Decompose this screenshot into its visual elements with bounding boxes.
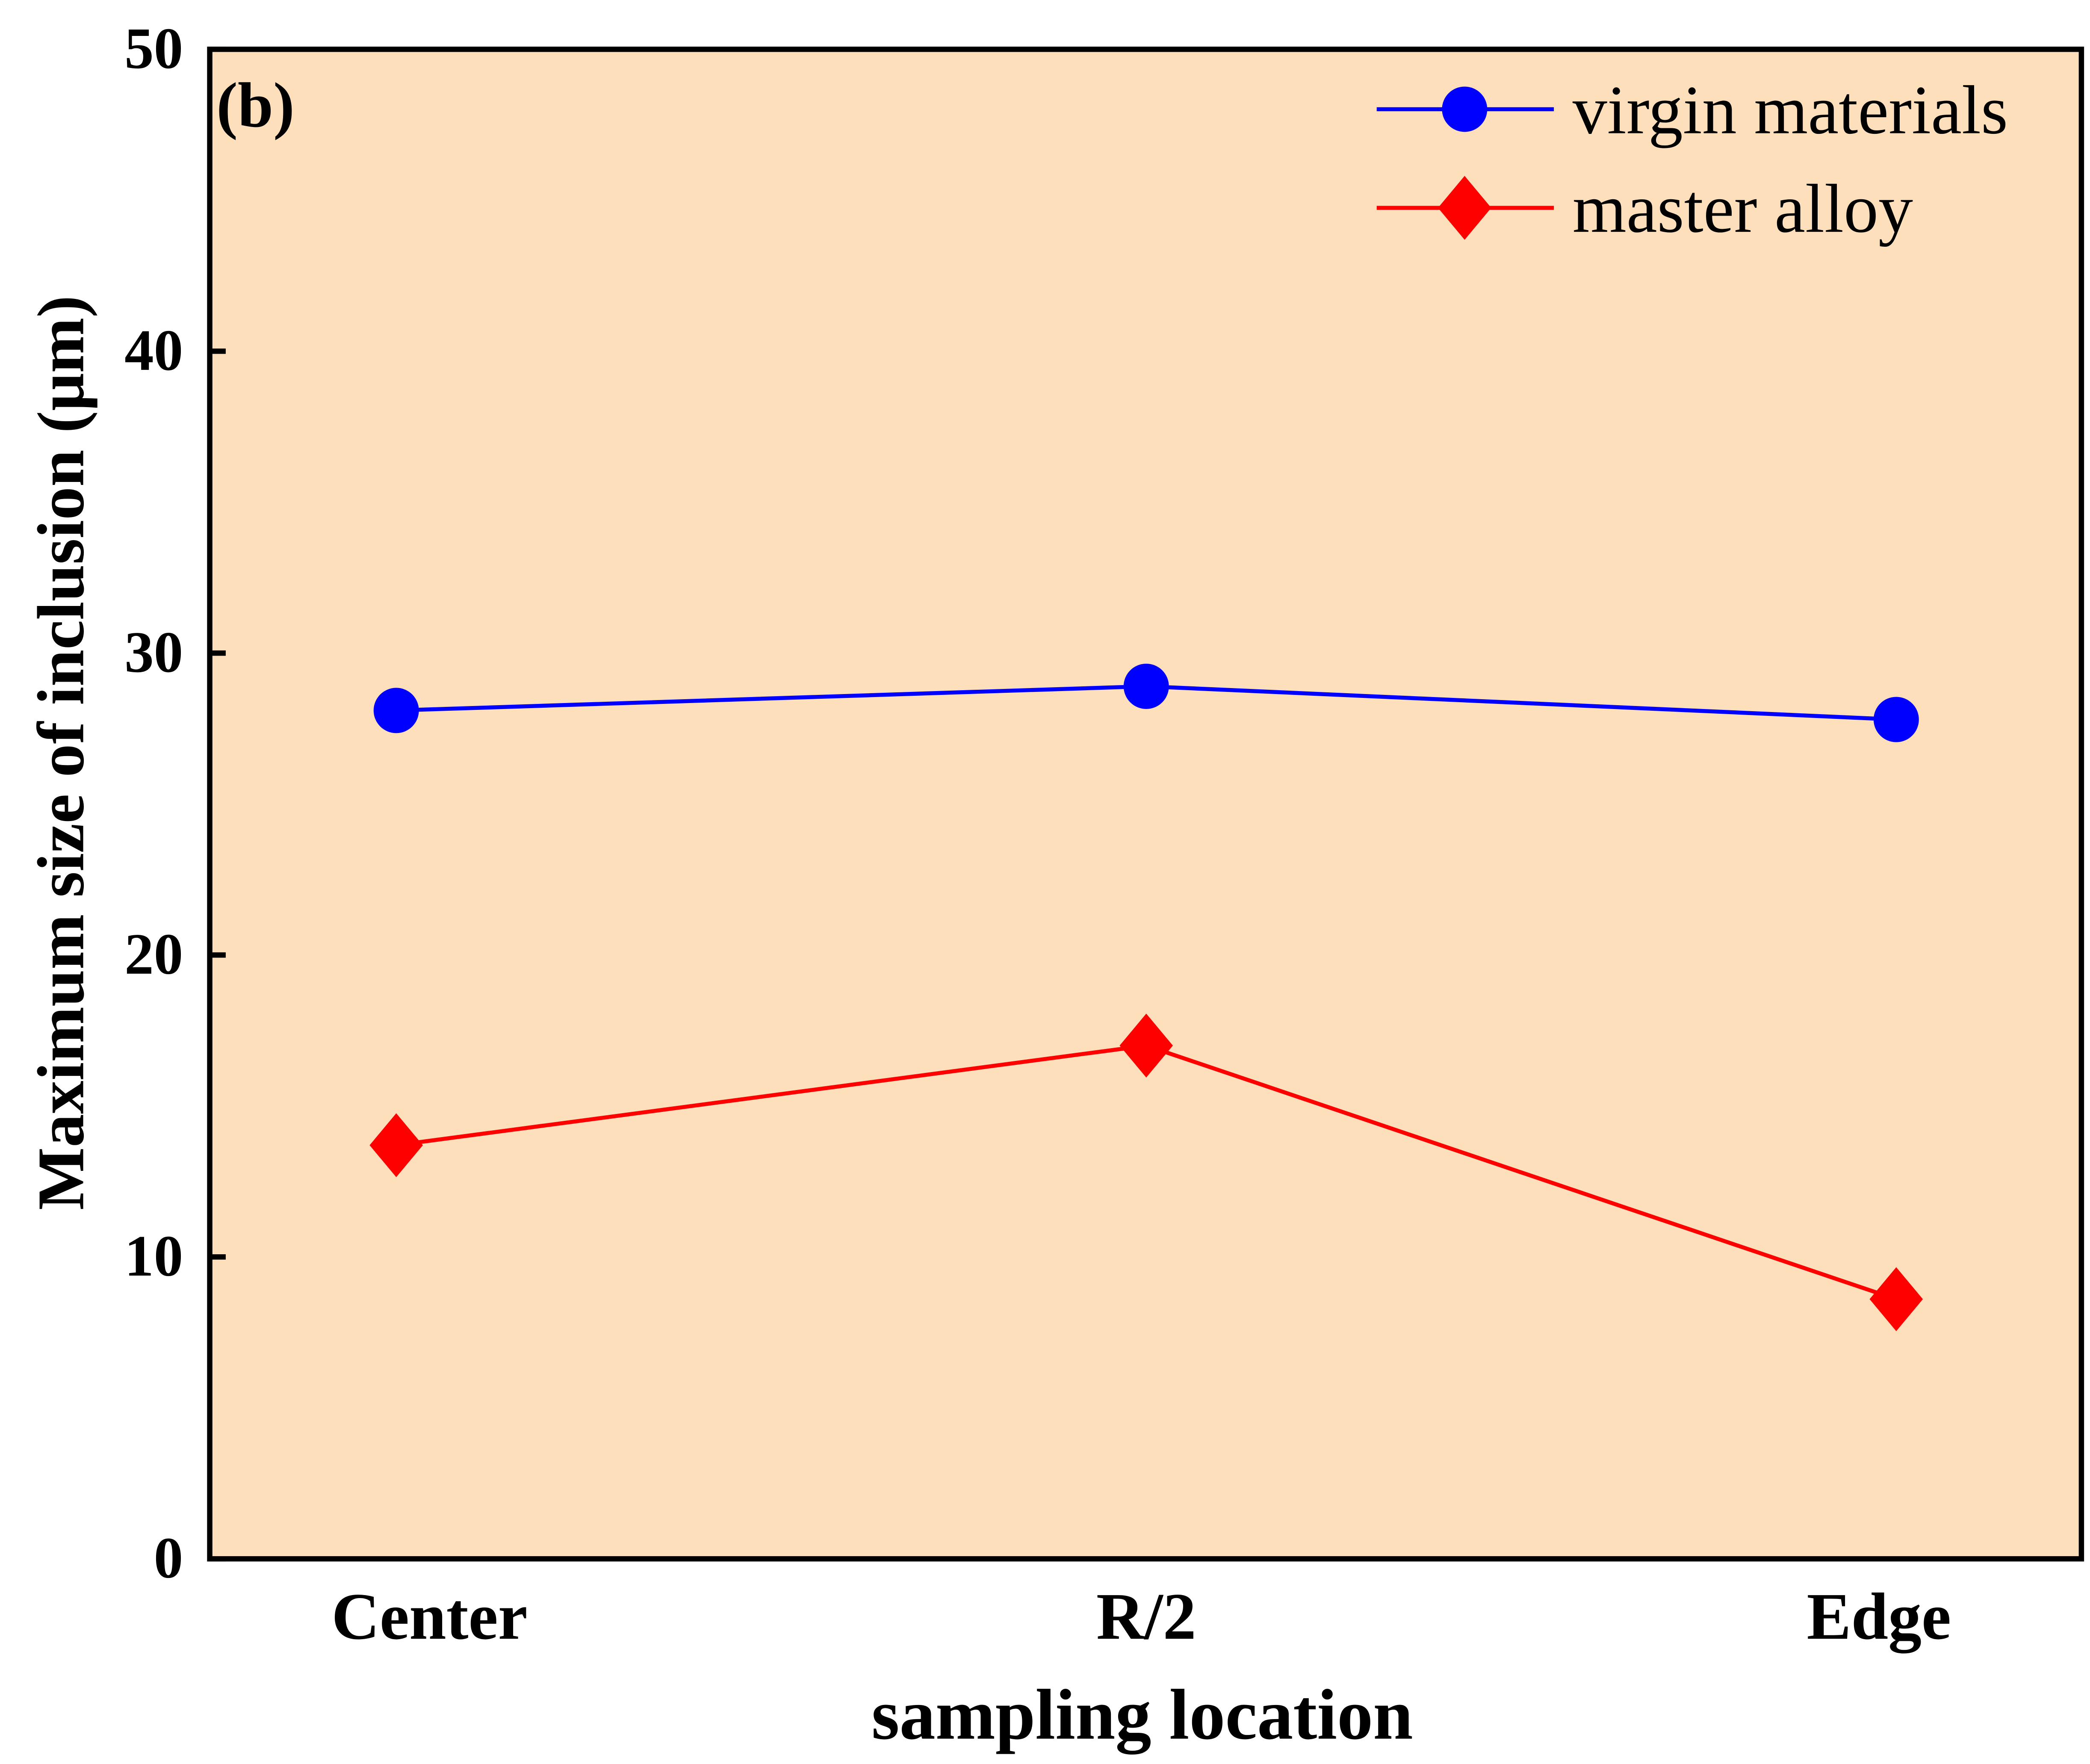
y-tick-label: 20 xyxy=(124,922,183,987)
data-point xyxy=(373,688,419,733)
x-tick-label: Edge xyxy=(1807,1579,1951,1654)
legend: virgin materials master alloy xyxy=(1376,72,2008,247)
x-axis-label: sampling location xyxy=(871,1675,1413,1755)
legend-marker xyxy=(1442,86,1488,132)
legend-label: virgin materials xyxy=(1573,72,2008,149)
data-point xyxy=(369,1113,423,1177)
y-tick-label: 10 xyxy=(124,1223,183,1288)
y-tick-label: 50 xyxy=(124,16,183,81)
plot-area xyxy=(207,47,2084,1562)
y-axis-label: Maximum size of inclusion (μm) xyxy=(24,295,98,1210)
data-point xyxy=(1869,1267,1923,1331)
y-tick-label: 0 xyxy=(154,1525,183,1590)
series-virgin-materials xyxy=(373,663,1919,742)
data-point xyxy=(1119,1013,1173,1078)
panel-label: (b) xyxy=(216,70,295,141)
legend-marker xyxy=(1438,176,1491,240)
data-point xyxy=(1873,697,1919,742)
x-tick-label: Center xyxy=(331,1579,527,1653)
y-tick-label: 40 xyxy=(124,318,183,383)
x-tick-label: R/2 xyxy=(1096,1579,1196,1653)
series-master-alloy xyxy=(369,1013,1923,1331)
legend-label: master alloy xyxy=(1573,171,1913,247)
y-tick-label: 30 xyxy=(124,620,183,685)
data-point xyxy=(1123,663,1169,709)
